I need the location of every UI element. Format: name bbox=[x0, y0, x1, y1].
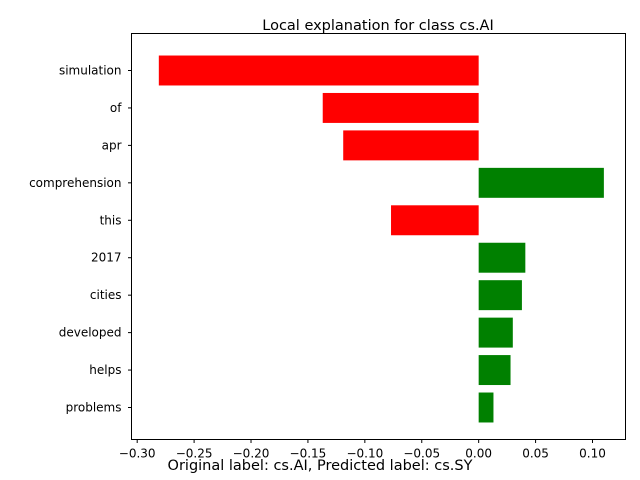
bars-group bbox=[158, 55, 604, 423]
x-tick-label: −0.20 bbox=[233, 447, 270, 461]
x-tick-label: −0.15 bbox=[290, 447, 327, 461]
plot-frame bbox=[131, 33, 626, 440]
y-tick-label: simulation bbox=[59, 64, 122, 78]
chart-title: Local explanation for class cs.AI bbox=[262, 18, 494, 34]
bar-problems bbox=[478, 392, 494, 423]
x-tick-label: −0.30 bbox=[119, 447, 156, 461]
label-caption: Original label: cs.AI, Predicted label: … bbox=[167, 458, 473, 474]
y-tick-label: 2017 bbox=[91, 251, 122, 265]
bar-apr bbox=[343, 130, 479, 161]
x-tick-label: −0.05 bbox=[403, 447, 440, 461]
bar-this bbox=[391, 205, 479, 236]
x-axis-ticks: −0.30 −0.25 −0.20 −0.15 −0.10 −0.05 0.00 0.05 0.… bbox=[119, 439, 606, 461]
y-tick-label: apr bbox=[102, 138, 122, 152]
y-axis-ticks: problems helps developed cities 2017 this comp… bbox=[29, 64, 132, 415]
bar-comprehension bbox=[478, 167, 604, 198]
y-tick-label: comprehension bbox=[29, 176, 121, 190]
y-tick-label: developed bbox=[59, 326, 122, 340]
bar-helps bbox=[478, 355, 511, 386]
x-tick-label: 0.00 bbox=[465, 447, 492, 461]
bar-of bbox=[322, 92, 479, 123]
bar-simulation bbox=[158, 55, 479, 86]
y-tick-label: problems bbox=[66, 401, 122, 415]
y-tick-label: this bbox=[100, 213, 122, 227]
x-tick-label: −0.25 bbox=[176, 447, 213, 461]
bar-2017 bbox=[478, 242, 526, 273]
x-tick-label: 0.10 bbox=[579, 447, 606, 461]
y-tick-label: of bbox=[110, 101, 122, 115]
y-tick-label: helps bbox=[89, 363, 121, 377]
x-tick-label: 0.05 bbox=[522, 447, 549, 461]
y-tick-label: cities bbox=[90, 288, 122, 302]
bar-developed bbox=[478, 317, 513, 348]
bar-cities bbox=[478, 280, 522, 311]
x-tick-label: −0.10 bbox=[346, 447, 383, 461]
